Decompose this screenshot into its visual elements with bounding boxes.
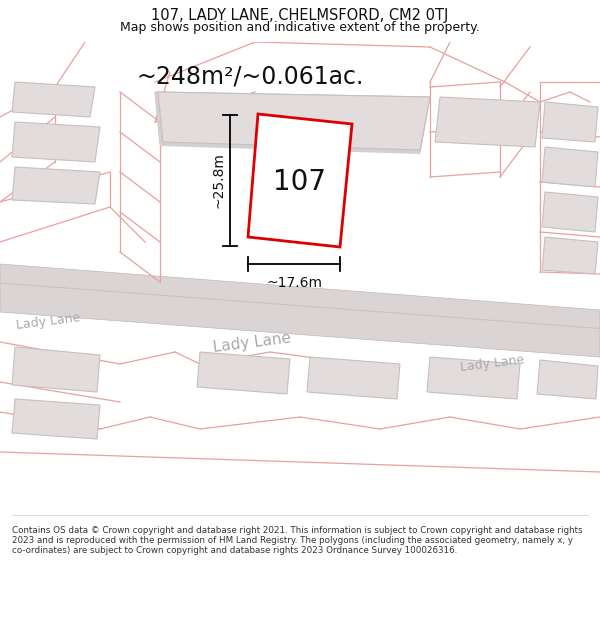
Polygon shape bbox=[542, 192, 598, 232]
Text: ~248m²/~0.061ac.: ~248m²/~0.061ac. bbox=[136, 65, 364, 89]
Polygon shape bbox=[542, 147, 598, 187]
Text: ~17.6m: ~17.6m bbox=[266, 276, 322, 290]
Polygon shape bbox=[0, 264, 600, 357]
Polygon shape bbox=[197, 352, 290, 394]
Text: Lady Lane: Lady Lane bbox=[212, 331, 292, 355]
Text: ~25.8m: ~25.8m bbox=[211, 152, 225, 209]
Polygon shape bbox=[542, 102, 598, 142]
Polygon shape bbox=[12, 122, 100, 162]
Text: Lady Lane: Lady Lane bbox=[15, 311, 81, 332]
Polygon shape bbox=[12, 347, 100, 392]
Polygon shape bbox=[435, 97, 540, 147]
Polygon shape bbox=[248, 114, 352, 247]
Polygon shape bbox=[155, 94, 430, 154]
Polygon shape bbox=[12, 82, 95, 117]
Polygon shape bbox=[542, 237, 598, 274]
Polygon shape bbox=[537, 360, 598, 399]
Polygon shape bbox=[155, 92, 430, 152]
Polygon shape bbox=[12, 399, 100, 439]
Text: Map shows position and indicative extent of the property.: Map shows position and indicative extent… bbox=[120, 21, 480, 34]
Polygon shape bbox=[307, 357, 400, 399]
Text: Contains OS data © Crown copyright and database right 2021. This information is : Contains OS data © Crown copyright and d… bbox=[12, 526, 583, 556]
Text: Lady Lane: Lady Lane bbox=[459, 354, 525, 374]
Polygon shape bbox=[158, 92, 430, 150]
Polygon shape bbox=[12, 167, 100, 204]
Text: 107: 107 bbox=[274, 168, 326, 196]
Text: 107, LADY LANE, CHELMSFORD, CM2 0TJ: 107, LADY LANE, CHELMSFORD, CM2 0TJ bbox=[151, 8, 449, 22]
Polygon shape bbox=[427, 357, 520, 399]
